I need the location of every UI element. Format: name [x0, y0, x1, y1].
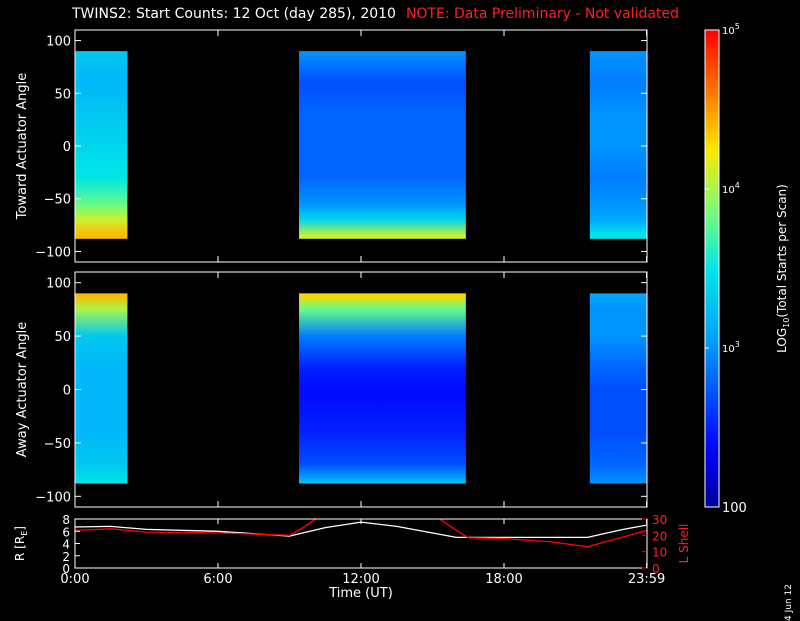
- y-axis-label: Toward Actuator Angle: [15, 73, 30, 220]
- y2-tick-label: 30: [652, 513, 667, 527]
- colorbar-tick-label: 104: [722, 181, 740, 196]
- y-tick-label: 0: [63, 384, 71, 399]
- colorbar-label: LOG10(Total Starts per Scan): [775, 184, 791, 353]
- y-tick-label: −50: [44, 193, 71, 208]
- l-shell-series-line: [75, 519, 647, 548]
- r-series-line: [75, 521, 647, 539]
- y-tick-label: −50: [44, 437, 71, 452]
- data-block-3: [589, 293, 647, 484]
- y2-tick-label: 10: [652, 546, 667, 560]
- preliminary-note: NOTE: Data Preliminary - Not validated: [405, 6, 679, 22]
- data-block-1: [75, 51, 128, 239]
- data-block-1: [75, 293, 128, 484]
- panel-background: [75, 519, 647, 568]
- x-tick-label: 0:00: [60, 572, 89, 587]
- x-axis-label: Time (UT): [328, 586, 393, 600]
- data-block-2: [299, 293, 466, 484]
- x-tick-label: 23:59: [628, 572, 665, 587]
- data-block-2: [299, 51, 466, 239]
- x-tick-label: 12:00: [342, 572, 379, 587]
- y2-axis-label: L Shell: [677, 524, 691, 564]
- y-tick-label: 2: [62, 550, 70, 564]
- y-axis-label: Away Actuator Angle: [15, 322, 30, 457]
- colorbar: 100 103 104 105 LOG10(Total Starts per Scan): [704, 22, 791, 516]
- y-tick-label: −100: [35, 245, 71, 260]
- y-tick-label: −100: [35, 490, 71, 505]
- colorbar-tick-label: 103: [722, 340, 740, 355]
- y-tick-label: 6: [62, 525, 70, 539]
- y-tick-label: 100: [46, 35, 71, 50]
- y-tick-label: 50: [54, 330, 71, 345]
- colorbar-tick-label: 100: [722, 501, 747, 516]
- y-tick-label: 4: [62, 538, 70, 552]
- colorbar-scale: [704, 29, 720, 508]
- x-tick-label: 6:00: [203, 572, 232, 587]
- y-tick-label: 8: [62, 513, 70, 527]
- y-tick-label: 0: [63, 140, 71, 155]
- y-axis-label: R [RE]: [13, 526, 29, 561]
- colorbar-tick-label: 105: [722, 22, 740, 37]
- y-tick-label: 100: [46, 277, 71, 292]
- y2-tick-label: 20: [652, 529, 667, 543]
- figure: TWINS2: Start Counts: 12 Oct (day 285), …: [13, 6, 794, 621]
- heatmap-panel-away: 100 50 0 −50 −100 Away Actuator Angle: [15, 271, 648, 508]
- y-tick-label: 50: [54, 87, 71, 102]
- title-text: TWINS2: Start Counts: 12 Oct (day 285), …: [72, 6, 396, 22]
- plot-title: TWINS2: Start Counts: 12 Oct (day 285), …: [72, 6, 679, 22]
- y-tick-label: 0: [62, 562, 70, 576]
- x-tick-label: 18:00: [485, 572, 522, 587]
- data-block-3: [589, 51, 647, 239]
- y2-tick-label: 0: [652, 562, 660, 576]
- date-stamp: 4 Jun 12: [784, 584, 794, 621]
- heatmap-panel-toward: 100 50 0 −50 −100 Toward Actuator Angle: [15, 29, 648, 263]
